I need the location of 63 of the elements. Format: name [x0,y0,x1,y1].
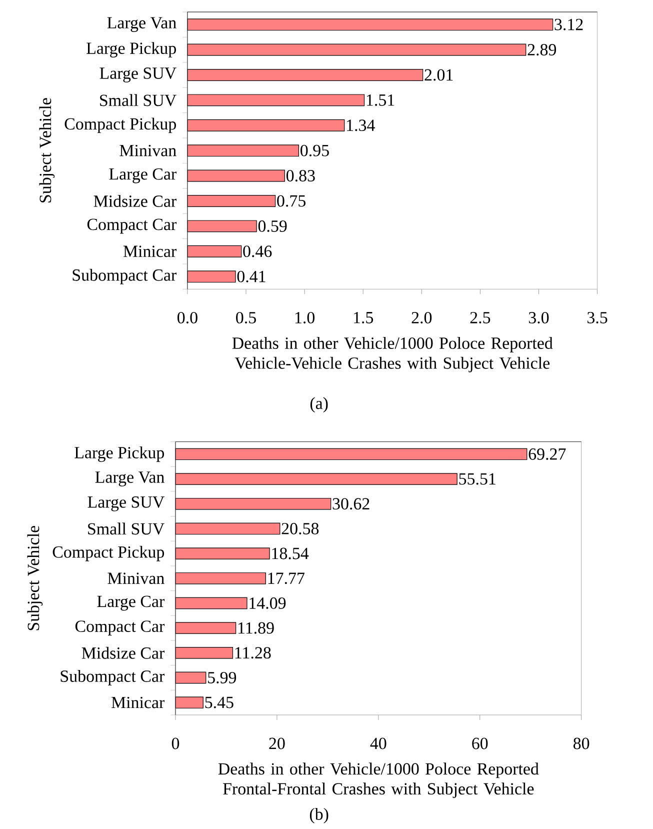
y-tick-label: Small SUV [88,522,165,535]
y-tick-label: Small SUV [100,94,177,106]
y-tick-label: Compact Pickup [64,118,176,134]
y-tick-label: Large SUV [88,496,165,512]
data-label: 0.83 [286,170,315,182]
data-label: 1.51 [367,94,394,106]
data-label: 14.09 [250,597,286,609]
x-tick-label: 0 [172,738,180,750]
data-label: 17.77 [268,572,305,584]
x-tick-label: 1.0 [296,312,315,324]
data-label: 69.27 [528,448,566,460]
data-label: 0.95 [300,144,330,156]
data-label: 11.89 [238,622,274,634]
x-tick-label: 1.5 [354,312,374,324]
y-tick-label: Large SUV [100,68,177,82]
y-tick-label: Compact Car [88,218,177,234]
x-axis-title: Deaths in other Vehicle/1000 Poloce Reported Vehicle-Vehicle Crashes with Subject Vehicle [232,336,553,372]
y-tick-label: Minicar [124,246,177,258]
y-tick-label: Large Car [109,168,177,184]
y-axis-title: Subject Vehicle [27,526,43,630]
data-label: 0.59 [258,220,287,232]
y-tick-label: Large Car [97,596,165,611]
data-label: 1.34 [347,120,376,132]
data-label: 0.41 [237,270,266,282]
x-tick-label: 3.0 [529,312,549,324]
y-tick-label: Minivan [108,572,165,584]
x-tick-label: 40 [370,738,386,750]
y-tick-label: Large Pickup [74,446,164,462]
y-tick-label: Large Van [107,17,177,32]
y-tick-label: Midsize Car [94,195,177,207]
data-label: 0.75 [277,195,306,207]
y-axis-title: Subject Vehicle [39,98,55,202]
data-label: 5.45 [205,696,234,708]
text: (b) [310,808,328,824]
data-label: 18.54 [272,548,309,560]
x-tick-label: 60 [472,738,488,750]
y-tick-label: Subompact Car [60,670,165,686]
x-tick-label: 20 [269,738,285,750]
y-tick-label: Large Pickup [86,42,176,58]
x-tick-label: 2.5 [470,312,490,324]
x-axis-title: Deaths in other Vehicle/1000 Poloce Reported Frontal-Frontal Crashes with Subject Vehicle [218,762,539,798]
text: (a) [310,397,328,413]
data-label: 3.12 [554,18,583,30]
x-tick-label: 3.5 [588,312,608,324]
data-label: 30.62 [332,498,370,510]
x-tick-label: 0.0 [178,312,198,324]
data-label: 0.46 [243,246,272,258]
data-label: 2.89 [528,44,556,56]
y-tick-label: Large Van [95,472,165,486]
y-tick-label: Midsize Car [82,646,165,659]
y-tick-label: Minicar [112,696,165,708]
x-tick-label: 2.0 [412,312,432,324]
y-tick-label: Subompact Car [72,268,177,284]
data-label: 5.99 [208,672,236,684]
data-label: 11.28 [236,647,271,659]
data-label: 55.51 [459,473,496,485]
y-tick-label: Compact Car [76,620,165,636]
x-tick-label: 80 [574,738,590,750]
y-tick-label: Minivan [120,144,176,156]
data-label: 20.58 [282,522,319,534]
y-tick-label: Compact Pickup [52,546,164,562]
data-label: 2.01 [424,69,453,81]
x-tick-label: 0.5 [236,312,256,324]
